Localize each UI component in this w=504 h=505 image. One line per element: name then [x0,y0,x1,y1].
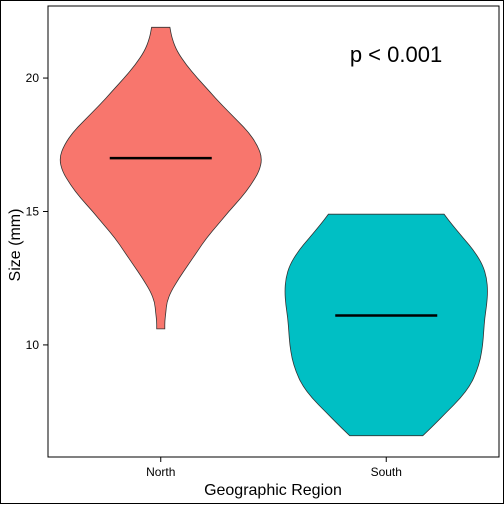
annotation-text: p < 0.001 [350,42,442,67]
x-tick-label: North [146,465,175,479]
x-axis-title: Geographic Region [204,482,342,499]
violin-north [59,26,262,330]
y-axis-title: Size (mm) [7,209,24,282]
y-tick-label: 20 [26,71,40,85]
violin-south [284,213,488,437]
y-axis: 10 15 20 [26,71,48,352]
x-axis: North South [146,457,402,479]
y-tick-label: 15 [26,204,40,218]
x-tick-label: South [371,465,402,479]
y-tick-label: 10 [26,338,40,352]
violins-layer [59,26,488,437]
